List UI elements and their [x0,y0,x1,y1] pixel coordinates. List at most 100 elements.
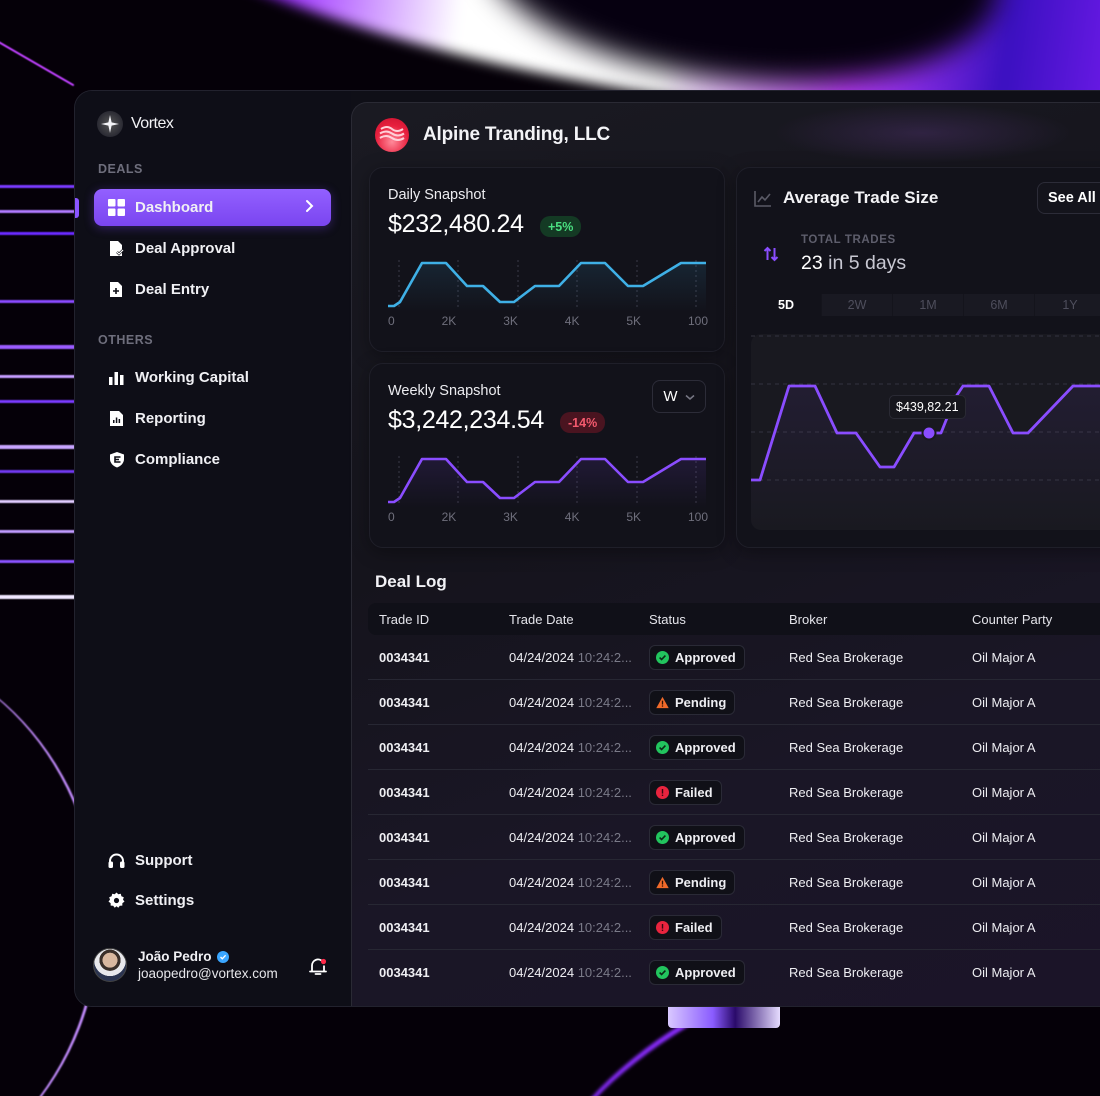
time-range-tabs: 5D 2W 1M 6M 1Y [751,294,1100,316]
background-streak [0,300,100,303]
tab-1y[interactable]: 1Y [1035,294,1100,316]
column-header-trade-id[interactable]: Trade ID [379,611,430,627]
trade-date-time: 10:24:2... [577,965,632,980]
counter-party: Oil Major A [972,739,1036,755]
see-all-button[interactable]: See All [1037,182,1100,214]
bar-chart-icon [108,369,125,386]
document-plus-icon [108,281,125,298]
active-indicator [75,198,79,218]
trade-id: 0034341 [379,874,430,890]
tab-6m[interactable]: 6M [964,294,1035,316]
trade-date-day: 04/24/2024 [509,829,575,845]
average-trade-size-title: Average Trade Size [783,188,939,207]
table-header: Trade ID Trade Date Status Broker Counte… [368,603,1100,635]
app-window: Vortex DEALS Dashboard Deal Approval Dea… [74,90,1100,1007]
table-row[interactable]: 0034341 04/24/2024 10:24:2... Approved R… [368,725,1100,770]
tab-5d[interactable]: 5D [751,294,822,316]
status-label: Pending [675,874,727,890]
brand-name: Vortex [131,115,174,132]
user-profile[interactable]: João Pedro joaopedro@vortex.com [93,948,278,982]
trade-date: 04/24/2024 10:24:2... [498,740,638,755]
table-row[interactable]: 0034341 04/24/2024 10:24:2... Pending Re… [368,860,1100,905]
trade-date-time: 10:24:2... [577,739,632,755]
status-label: Pending [675,694,727,710]
status-badge: Approved [649,824,745,850]
table-row[interactable]: 0034341 04/24/2024 10:24:2... Failed Red… [368,905,1100,950]
trade-date-time: 10:24:2... [577,649,632,665]
status-badge: Failed [649,779,722,805]
axis-tick: 3K [503,510,518,524]
broker: Red Sea Brokerage [789,694,904,710]
status-badge: Approved [649,734,745,760]
status-label: Failed [675,919,713,935]
broker: Red Sea Brokerage [789,829,904,845]
period-select[interactable]: W [652,380,706,413]
status-cell: Pending [638,869,778,895]
chevron-right-icon [305,199,315,217]
total-trades-count: 23 [801,252,823,274]
background-streak [0,595,100,599]
axis-tick: 4K [564,314,580,328]
trade-date-day: 04/24/2024 [509,965,575,980]
axis-tick: 2K [441,510,457,524]
table-row[interactable]: 0034341 04/24/2024 10:24:2... Approved R… [368,815,1100,860]
trade-id: 0034341 [379,784,430,800]
table-row[interactable]: 0034341 04/24/2024 10:24:2... Pending Re… [368,680,1100,725]
axis-tick: 0 [388,314,395,328]
column-header-broker[interactable]: Broker [789,611,828,627]
sidebar-item-label: Deal Entry [135,281,210,298]
weekly-x-axis: 0 2K 3K 4K 5K 100 [388,510,708,524]
notification-bell-icon[interactable] [309,957,327,981]
gear-icon [108,892,125,909]
sidebar-item-label: Settings [135,892,195,909]
background-glow [668,1006,780,1028]
status-label: Approved [675,965,736,980]
trade-date: 04/24/2024 10:24:2... [498,920,638,935]
sidebar-item-dashboard[interactable]: Dashboard [94,189,331,226]
section-label-others: OTHERS [98,333,154,347]
axis-tick: 100 [687,510,708,524]
background-streak [0,470,100,473]
error-circle-icon [656,920,669,934]
sidebar-item-reporting[interactable]: Reporting [94,400,331,437]
error-circle-icon [656,785,669,799]
status-label: Approved [675,649,736,665]
total-trades-value: 23 in 5 days [801,252,906,275]
sidebar-item-compliance[interactable]: Compliance [94,441,331,478]
tab-2w[interactable]: 2W [822,294,893,316]
grid-icon [108,199,125,216]
sidebar-item-support[interactable]: Support [94,842,331,879]
axis-tick: 5K [626,314,642,328]
axis-tick: 2K [441,314,457,328]
trade-id: 0034341 [379,649,430,665]
sidebar-item-label: Compliance [135,451,221,468]
trade-date-day: 04/24/2024 [509,649,575,665]
column-header-counter-party[interactable]: Counter Party [972,611,1053,627]
trend-chart-icon [754,190,772,212]
sidebar-item-deal-approval[interactable]: Deal Approval [94,230,331,267]
trade-date-day: 04/24/2024 [509,694,575,710]
status-cell: Pending [638,689,778,715]
table-row[interactable]: 0034341 04/24/2024 10:24:2... Failed Red… [368,770,1100,815]
sidebar-item-deal-entry[interactable]: Deal Entry [94,271,331,308]
daily-sparkline-chart [388,260,706,312]
section-label-deals: DEALS [98,162,143,176]
sidebar-item-working-capital[interactable]: Working Capital [94,359,331,396]
background-streak [0,39,75,87]
axis-tick: 5K [626,510,642,524]
brand[interactable]: Vortex [97,111,174,137]
axis-tick: 3K [503,314,518,328]
tab-1m[interactable]: 1M [893,294,964,316]
trade-date: 04/24/2024 10:24:2... [498,965,638,980]
company-name: Alpine Tranding, LLC [423,124,611,145]
counter-party: Oil Major A [972,829,1036,845]
table-row[interactable]: 0034341 04/24/2024 10:24:2... Approved R… [368,950,1100,995]
column-header-trade-date[interactable]: Trade Date [509,611,574,627]
company-header: Alpine Tranding, LLC [375,118,610,152]
broker: Red Sea Brokerage [789,874,904,890]
chart-tooltip: $439,82.21 [889,395,966,419]
trade-id: 0034341 [379,829,430,845]
column-header-status[interactable]: Status [649,611,686,627]
sidebar-item-settings[interactable]: Settings [94,882,331,919]
table-row[interactable]: 0034341 04/24/2024 10:24:2... Approved R… [368,635,1100,680]
